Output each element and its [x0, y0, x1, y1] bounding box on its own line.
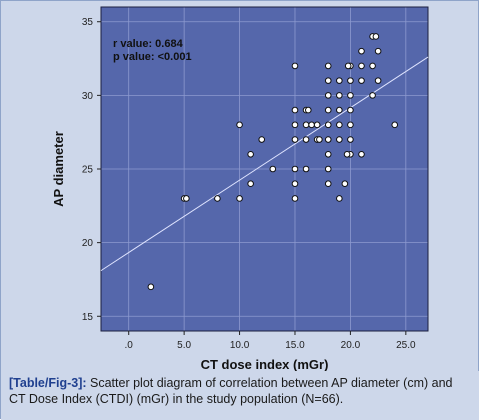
data-point: [347, 106, 354, 114]
y-axis-label: AP diameter: [51, 131, 66, 207]
data-point: [347, 77, 354, 84]
x-axis-label: CT dose index (mGr): [201, 357, 329, 371]
data-point: [336, 136, 343, 143]
x-tick-label: 10.0: [230, 340, 250, 351]
data-point: [324, 150, 332, 158]
data-point: [374, 77, 382, 84]
data-point: [313, 121, 321, 129]
data-point: [291, 195, 299, 202]
data-point: [236, 121, 243, 129]
data-point: [358, 47, 365, 55]
data-point: [308, 121, 315, 129]
y-tick-label: 30: [82, 91, 94, 102]
data-point: [358, 77, 365, 84]
data-point: [291, 121, 299, 129]
stat-annotation: r value: 0.684: [113, 38, 184, 50]
data-point: [247, 180, 254, 188]
data-point: [214, 195, 221, 202]
data-point: [183, 195, 190, 202]
data-point: [347, 121, 354, 129]
data-point: [369, 62, 376, 70]
data-point: [302, 165, 310, 173]
x-tick-label: 15.0: [285, 340, 305, 351]
data-point: [324, 92, 332, 99]
data-point: [336, 77, 343, 84]
data-point: [324, 165, 332, 173]
scatter-plot: .0 5.0 10.0 15.0 20.0 25.0 15 20 25 30 35 CT dose i…: [51, 6, 429, 371]
y-tick-label: 35: [82, 17, 94, 28]
data-point: [358, 62, 365, 70]
data-point: [291, 165, 299, 173]
data-point: [304, 106, 312, 114]
x-tick-label: 5.0: [177, 340, 191, 351]
data-point: [291, 180, 299, 188]
data-point: [291, 62, 299, 70]
y-tick-label: 25: [82, 165, 94, 176]
y-tick-label: 15: [82, 312, 94, 323]
data-point: [336, 195, 343, 202]
data-point: [374, 47, 382, 55]
y-tick-label: 20: [82, 238, 94, 249]
data-point: [324, 77, 332, 84]
data-point: [391, 121, 399, 129]
data-point: [347, 136, 354, 143]
x-tick-label: 20.0: [341, 340, 361, 351]
data-point: [147, 283, 155, 291]
data-point: [302, 136, 310, 143]
data-point: [291, 106, 299, 114]
caption-text: Scatter plot diagram of correlation betw…: [9, 376, 453, 406]
data-point: [341, 180, 349, 188]
data-point: [336, 121, 343, 129]
data-point: [236, 195, 243, 202]
x-tick-label: .0: [125, 340, 134, 351]
x-tick-label: 25.0: [396, 340, 416, 351]
data-point: [324, 121, 332, 129]
data-point: [324, 106, 332, 114]
data-point: [343, 150, 351, 158]
data-point: [324, 180, 332, 188]
data-point: [291, 136, 299, 143]
data-point: [316, 136, 323, 143]
caption-reference: [Table/Fig-3]:: [9, 376, 87, 390]
data-point: [269, 165, 277, 173]
figure-caption: [Table/Fig-3]: Scatter plot diagram of c…: [1, 371, 479, 420]
data-point: [324, 62, 332, 70]
data-point: [258, 136, 266, 143]
data-point: [336, 106, 343, 114]
data-point: [302, 121, 310, 129]
data-point: [324, 136, 332, 143]
data-point: [347, 92, 354, 99]
data-point: [247, 150, 254, 158]
data-point: [369, 92, 376, 99]
data-point: [336, 92, 343, 99]
data-point: [372, 33, 380, 40]
stat-annotation: p value: <0.001: [113, 51, 192, 63]
data-point: [358, 150, 365, 158]
data-point: [344, 62, 352, 70]
